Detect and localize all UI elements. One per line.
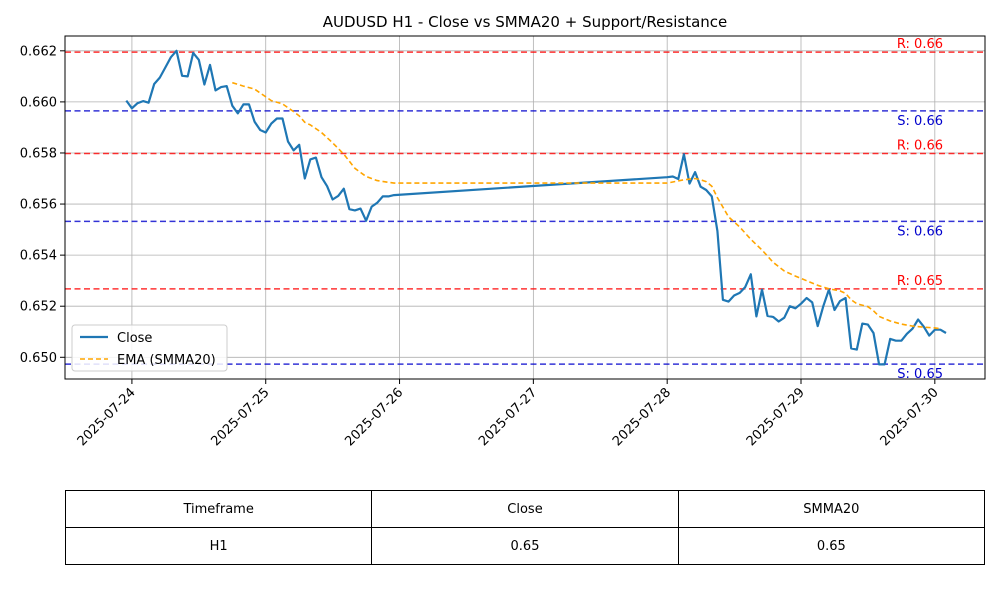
resistance-level-label: R: 0.65 — [897, 274, 943, 289]
x-tick-label: 2025-07-25 — [209, 385, 273, 449]
support-level-label: S: 0.65 — [897, 367, 943, 382]
plot-area-frame — [64, 35, 986, 380]
chart-title: AUDUSD H1 - Close vs SMMA20 + Support/Re… — [323, 13, 728, 31]
series — [125, 49, 947, 366]
x-tick-label: 2025-07-24 — [75, 385, 139, 449]
x-tick-label: 2025-07-29 — [744, 385, 808, 449]
smma20-series-line — [232, 81, 941, 330]
table-header-row: Timeframe Close SMMA20 — [64, 490, 986, 528]
support-level-label: S: 0.66 — [897, 114, 943, 129]
legend-close-label: Close — [117, 331, 152, 346]
axis-ticks: 2025-07-24 2025-07-25 2025-07-26 2025-07-27… — [20, 44, 942, 449]
support-resistance-levels: R: 0.66 S: 0.66 R: 0.66 S: 0.66 R: 0.65 S: 0.… — [65, 37, 985, 382]
y-tick-label: 0.658 — [20, 146, 57, 161]
support-level-label: S: 0.66 — [897, 224, 943, 239]
legend: Close EMA (SMMA20) — [71, 324, 228, 372]
y-tick-label: 0.656 — [20, 198, 57, 213]
y-tick-label: 0.652 — [20, 300, 57, 315]
table-row: H1 0.65 0.65 — [64, 527, 986, 565]
legend-box — [71, 324, 228, 372]
summary-table: Timeframe Close SMMA20 H1 0.65 0.65 — [64, 490, 986, 565]
header-cell-smma20: SMMA20 — [677, 490, 986, 528]
x-tick-label: 2025-07-27 — [476, 385, 540, 449]
x-tick-label: 2025-07-30 — [878, 385, 942, 449]
y-tick-label: 0.662 — [20, 44, 57, 59]
y-tick-label: 0.650 — [20, 351, 57, 366]
x-tick-label: 2025-07-26 — [342, 385, 406, 449]
y-tick-label: 0.654 — [20, 249, 57, 264]
cell-timeframe: H1 — [64, 527, 373, 565]
header-cell-timeframe: Timeframe — [64, 490, 373, 528]
close-series-line — [125, 49, 947, 366]
header-cell-close: Close — [371, 490, 679, 528]
price-chart: AUDUSD H1 - Close vs SMMA20 + Support/Re… — [20, 13, 986, 449]
x-tick-label: 2025-07-28 — [610, 385, 674, 449]
legend-smma-label: EMA (SMMA20) — [117, 353, 216, 368]
resistance-level-label: R: 0.66 — [897, 138, 943, 153]
y-tick-label: 0.660 — [20, 95, 57, 110]
cell-close: 0.65 — [371, 527, 679, 565]
cell-smma20: 0.65 — [677, 527, 986, 565]
resistance-level-label: R: 0.66 — [897, 37, 943, 52]
